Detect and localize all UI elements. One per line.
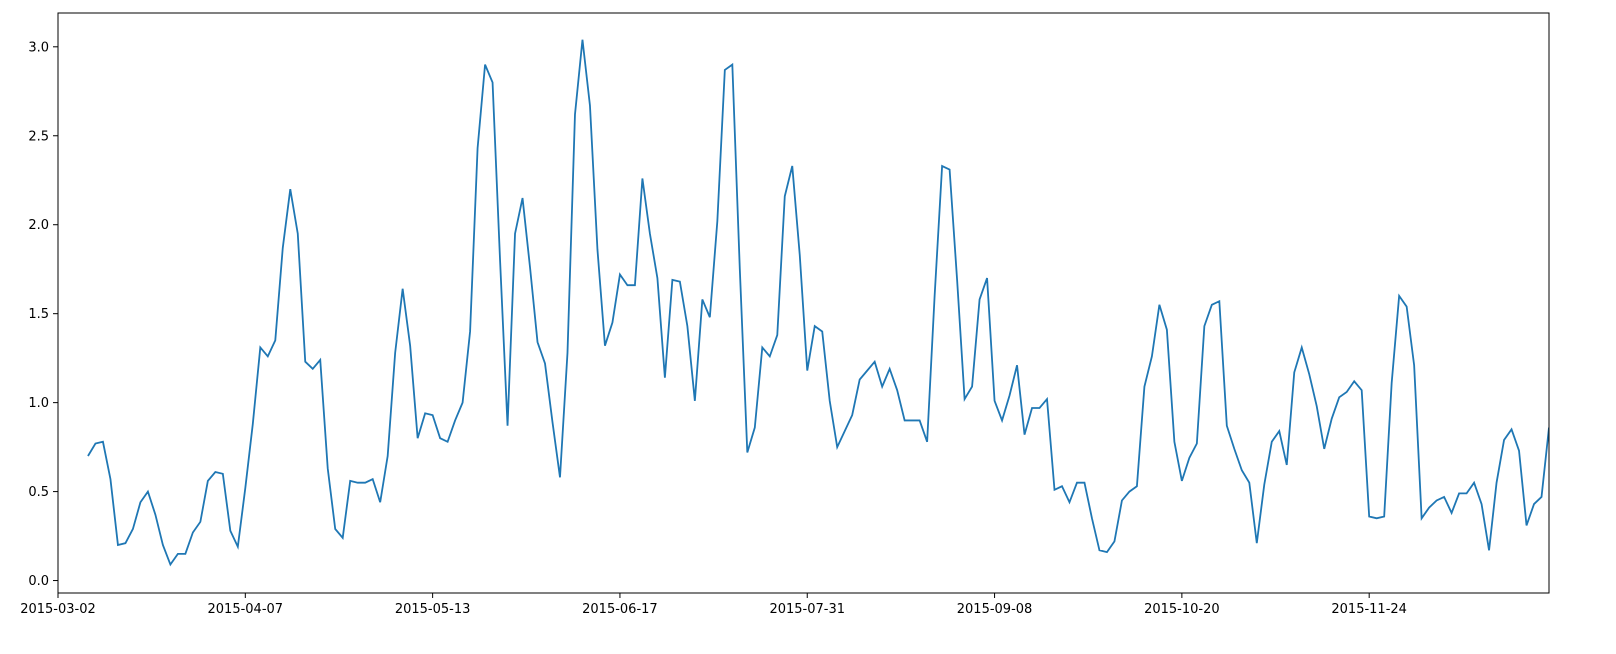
- x-tick-label: 2015-11-24: [1331, 602, 1407, 617]
- x-tick-label: 2015-06-17: [582, 602, 658, 617]
- x-tick-label: 2015-10-20: [1144, 602, 1220, 617]
- plot-frame: [57, 12, 1550, 594]
- x-tick-label: 2015-04-07: [208, 602, 284, 617]
- x-tick-label: 2015-05-13: [395, 602, 471, 617]
- x-tick-label: 2015-09-08: [957, 602, 1033, 617]
- data-line: [87, 39, 1549, 567]
- y-tick-label: 1.5: [28, 307, 49, 322]
- y-tick-label: 2.5: [28, 129, 49, 144]
- y-tick-label: 1.0: [28, 396, 49, 411]
- x-tick-label: 2015-03-02: [20, 602, 96, 617]
- y-tick-label: 2.0: [28, 218, 49, 233]
- x-tick-label: 2015-07-31: [769, 602, 845, 617]
- y-tick-label: 3.0: [28, 40, 49, 55]
- y-tick-label: 0.0: [28, 574, 49, 589]
- y-tick-label: 0.5: [28, 485, 49, 500]
